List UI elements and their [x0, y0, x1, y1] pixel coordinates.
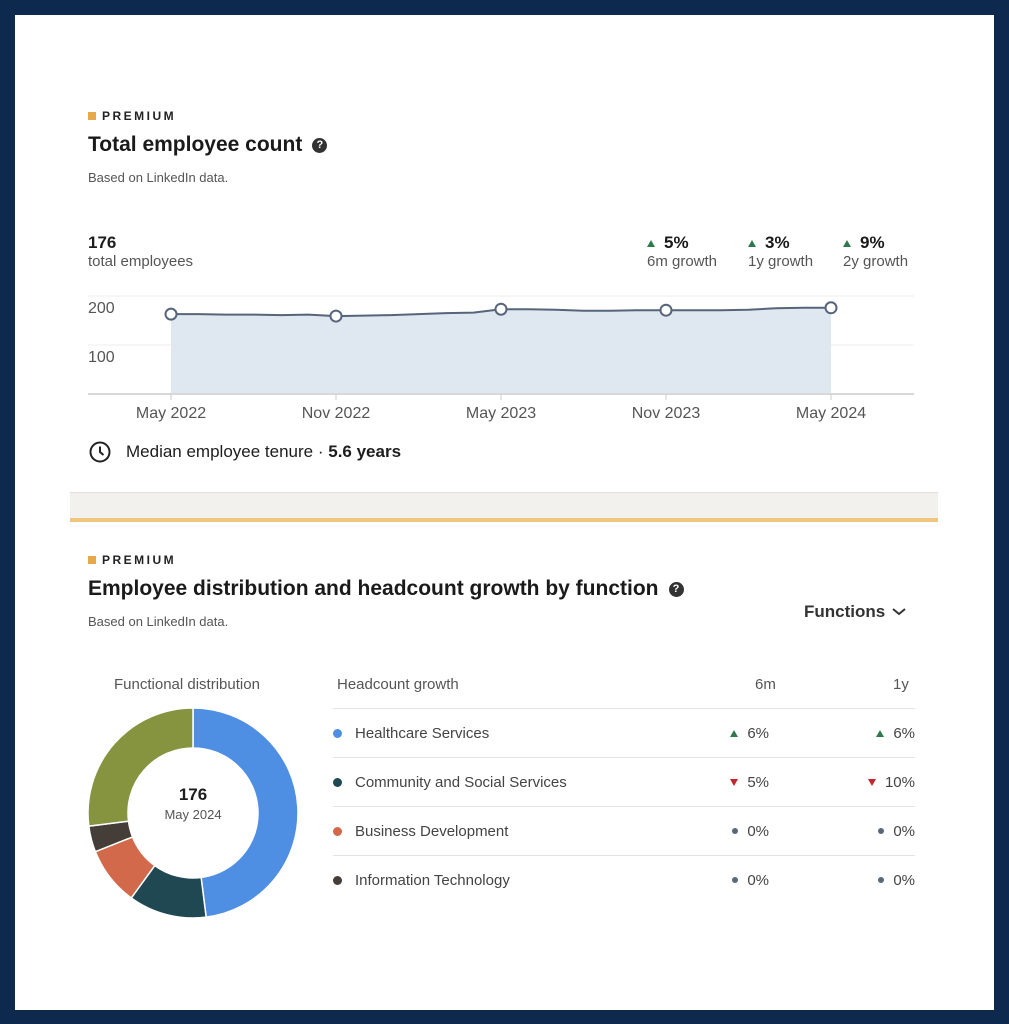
- data-point: [824, 301, 838, 315]
- function-name: Healthcare Services: [355, 724, 490, 742]
- legend-dot: [333, 875, 342, 885]
- data-point: [494, 302, 508, 316]
- down-arrow-icon: [730, 778, 739, 786]
- insights-card: PREMIUM Total employee count? Based on L…: [15, 15, 994, 1010]
- data-point: [329, 309, 343, 323]
- total-stat: 176 total employees: [88, 233, 193, 271]
- growth-2y: 9% 2y growth: [843, 233, 908, 271]
- source-note: Based on LinkedIn data.: [88, 170, 229, 185]
- up-arrow-icon: [748, 240, 756, 247]
- column-1y: 1y: [893, 676, 909, 693]
- growth-1y: 3% 1y growth: [748, 233, 813, 271]
- y-tick-label: 200: [88, 300, 115, 317]
- growth-value: 9%: [860, 233, 885, 252]
- tenure-row: Median employee tenure · 5.6 years: [88, 440, 401, 464]
- growth-6m-value: 5%: [747, 773, 769, 791]
- growth-6m-value: 0%: [747, 871, 769, 889]
- table-row[interactable]: Healthcare Services 6% 6%: [333, 708, 915, 757]
- neutral-dot-icon: [732, 827, 739, 834]
- growth-1y-value: 10%: [884, 773, 915, 791]
- premium-badge: PREMIUM: [88, 109, 176, 123]
- neutral-dot-icon: [732, 876, 739, 883]
- area-fill: [171, 307, 831, 394]
- donut-title: Functional distribution: [114, 676, 260, 693]
- chevron-down-icon: [892, 608, 906, 616]
- y-tick-label: 100: [88, 349, 115, 366]
- source-note: Based on LinkedIn data.: [88, 614, 229, 629]
- growth-label: 2y growth: [843, 253, 909, 270]
- donut-slice-other[interactable]: [87, 707, 194, 827]
- table-row[interactable]: Community and Social Services 5% 10%: [333, 757, 915, 806]
- premium-label: PREMIUM: [102, 109, 177, 123]
- growth-1y-value: 0%: [893, 871, 915, 889]
- function-name: Business Development: [355, 822, 509, 840]
- growth-6m-value: 0%: [747, 822, 769, 840]
- employee-count-chart: 100 200 May 2022 Nov 2022 May 2023 Nov 2023 Ma…: [88, 295, 914, 422]
- growth-1y-value: 0%: [893, 822, 915, 840]
- growth-value: 5%: [664, 233, 689, 252]
- title-text: Employee distribution and headcount grow…: [88, 577, 659, 600]
- growth-1y-value: 6%: [893, 724, 915, 742]
- up-arrow-icon: [843, 240, 851, 247]
- table-row[interactable]: Information Technology 0% 0%: [333, 855, 915, 904]
- tenure-value: 5.6 years: [328, 442, 402, 461]
- function-name: Information Technology: [355, 871, 510, 889]
- growth-6m: 5% 6m growth: [647, 233, 717, 271]
- premium-label: PREMIUM: [102, 553, 177, 567]
- table-row[interactable]: Business Development 0% 0%: [333, 806, 915, 855]
- up-arrow-icon: [647, 240, 655, 247]
- data-point: [164, 307, 178, 321]
- up-arrow-icon: [730, 729, 739, 737]
- section-title: Employee distribution and headcount grow…: [88, 577, 684, 601]
- premium-accent-bar: [70, 518, 938, 522]
- neutral-dot-icon: [878, 876, 885, 883]
- table-header: Headcount growth: [337, 676, 459, 693]
- section-divider: [70, 492, 938, 518]
- x-tick-label: May 2023: [466, 405, 536, 422]
- premium-icon: [88, 112, 96, 120]
- column-6m: 6m: [755, 676, 776, 693]
- down-arrow-icon: [867, 778, 876, 786]
- legend-dot: [333, 777, 342, 787]
- legend-dot: [333, 728, 342, 738]
- help-icon[interactable]: ?: [668, 581, 684, 597]
- functional-distribution-donut: [87, 707, 299, 919]
- donut-slice-healthcare-services[interactable]: [192, 707, 299, 919]
- total-value: 176: [88, 233, 117, 252]
- growth-value: 3%: [765, 233, 790, 252]
- up-arrow-icon: [876, 729, 885, 737]
- x-tick-label: May 2024: [796, 405, 866, 422]
- tenure-label: Median employee tenure ·: [126, 442, 329, 461]
- growth-label: 1y growth: [748, 253, 814, 270]
- premium-icon: [88, 556, 96, 564]
- functions-dropdown[interactable]: Functions: [804, 602, 907, 622]
- help-icon[interactable]: ?: [312, 137, 328, 153]
- total-label: total employees: [88, 253, 194, 270]
- clock-icon: [89, 441, 111, 463]
- donut-center-label: May 2024: [164, 807, 222, 822]
- dropdown-label: Functions: [804, 602, 886, 621]
- premium-badge: PREMIUM: [88, 553, 176, 567]
- x-tick-label: May 2022: [136, 405, 206, 422]
- growth-label: 6m growth: [647, 253, 718, 270]
- legend-dot: [333, 826, 342, 836]
- growth-6m-value: 6%: [747, 724, 769, 742]
- donut-center: 176 May 2024: [87, 785, 299, 822]
- data-point: [659, 303, 673, 317]
- x-tick-label: Nov 2023: [632, 405, 701, 422]
- neutral-dot-icon: [878, 827, 885, 834]
- donut-center-value: 176: [178, 785, 208, 804]
- section-title: Total employee count?: [88, 133, 328, 157]
- function-name: Community and Social Services: [355, 773, 567, 791]
- x-tick-label: Nov 2022: [302, 405, 371, 422]
- title-text: Total employee count: [88, 133, 303, 156]
